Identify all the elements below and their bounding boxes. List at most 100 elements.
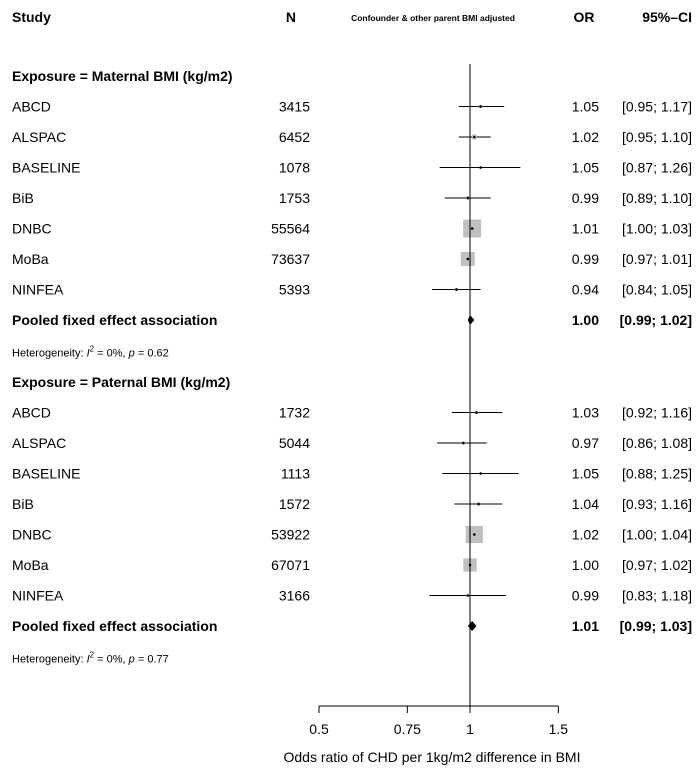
study-name: ABCD bbox=[12, 405, 51, 421]
study-or: 0.94 bbox=[572, 282, 599, 298]
point-estimate bbox=[473, 533, 476, 536]
study-or: 1.01 bbox=[572, 221, 599, 237]
study-name: ALSPAC bbox=[12, 129, 66, 145]
heterogeneity-p: = 0.62 bbox=[135, 348, 169, 360]
study-n: 1078 bbox=[279, 160, 310, 176]
heterogeneity-text: Heterogeneity: I2 = 0%, p = 0.77 bbox=[12, 651, 169, 666]
heterogeneity-superscript: 2 bbox=[90, 345, 95, 354]
pooled-or: 1.00 bbox=[572, 312, 599, 328]
heterogeneity-p-letter: p bbox=[128, 654, 135, 666]
pooled-label: Pooled fixed effect association bbox=[12, 618, 217, 634]
study-or: 1.00 bbox=[572, 557, 599, 573]
point-estimate bbox=[455, 288, 458, 291]
study-ci: [0.97; 1.02] bbox=[622, 557, 692, 573]
x-axis-label: Odds ratio of CHD per 1kg/m2 difference … bbox=[284, 749, 581, 765]
study-or: 1.05 bbox=[572, 99, 599, 115]
header-adjusted: Confounder & other parent BMI adjusted bbox=[351, 13, 515, 23]
heterogeneity-superscript: 2 bbox=[90, 651, 95, 660]
heterogeneity-i-letter: I bbox=[87, 654, 90, 666]
study-or: 1.02 bbox=[572, 129, 599, 145]
forest-table: Exposure = Maternal BMI (kg/m2) ABCD 3415 1… bbox=[12, 68, 692, 666]
study-ci: [0.84; 1.05] bbox=[622, 282, 692, 298]
study-name: MoBa bbox=[12, 251, 49, 267]
pooled-ci: [0.99; 1.02] bbox=[620, 312, 692, 328]
point-estimate bbox=[470, 227, 474, 230]
group-title: Exposure = Maternal BMI (kg/m2) bbox=[12, 68, 233, 84]
study-n: 6452 bbox=[279, 129, 310, 145]
study-n: 1732 bbox=[279, 405, 310, 421]
study-name: BiB bbox=[12, 496, 34, 512]
point-estimate bbox=[475, 411, 478, 414]
study-or: 1.04 bbox=[572, 496, 599, 512]
forest-marks bbox=[429, 64, 521, 706]
heterogeneity-text: Heterogeneity: I2 = 0%, p = 0.62 bbox=[12, 345, 169, 360]
study-n: 73637 bbox=[271, 251, 310, 267]
pooled-ci: [0.99; 1.03] bbox=[620, 618, 692, 634]
study-n: 3415 bbox=[279, 99, 310, 115]
study-name: NINFEA bbox=[12, 282, 64, 298]
x-tick-label: 1.5 bbox=[549, 721, 569, 737]
header-n: N bbox=[286, 9, 296, 25]
x-axis: Odds ratio of CHD per 1kg/m2 difference … bbox=[284, 705, 581, 765]
study-or: 1.05 bbox=[572, 466, 599, 482]
heterogeneity-p: = 0.77 bbox=[135, 654, 169, 666]
point-estimate bbox=[479, 166, 482, 169]
study-ci: [0.87; 1.26] bbox=[622, 160, 692, 176]
heterogeneity-prefix: Heterogeneity: bbox=[12, 348, 87, 360]
header-or: OR bbox=[574, 9, 595, 25]
study-ci: [0.92; 1.16] bbox=[622, 405, 692, 421]
study-name: DNBC bbox=[12, 221, 52, 237]
point-estimate bbox=[462, 441, 465, 445]
study-or: 0.99 bbox=[572, 190, 599, 206]
group-title: Exposure = Paternal BMI (kg/m2) bbox=[12, 374, 230, 390]
point-estimate bbox=[477, 502, 480, 506]
heterogeneity-i2: = 0%, bbox=[94, 654, 129, 666]
study-ci: [0.93; 1.16] bbox=[622, 496, 692, 512]
study-or: 1.05 bbox=[572, 160, 599, 176]
study-or: 0.99 bbox=[572, 588, 599, 604]
pooled-diamond bbox=[467, 621, 477, 631]
study-n: 3166 bbox=[279, 588, 310, 604]
point-estimate bbox=[479, 105, 482, 108]
study-name: BASELINE bbox=[12, 466, 80, 482]
study-n: 53922 bbox=[271, 527, 310, 543]
heterogeneity-p-letter: p bbox=[128, 348, 135, 360]
study-name: DNBC bbox=[12, 527, 52, 543]
point-estimate bbox=[466, 594, 470, 597]
pooled-diamond bbox=[467, 315, 475, 325]
study-n: 5393 bbox=[279, 282, 310, 298]
study-n: 1572 bbox=[279, 496, 310, 512]
heterogeneity-prefix: Heterogeneity: bbox=[12, 654, 87, 666]
study-ci: [0.95; 1.17] bbox=[622, 99, 692, 115]
study-ci: [0.83; 1.18] bbox=[622, 588, 692, 604]
study-ci: [0.89; 1.10] bbox=[622, 190, 692, 206]
header-ci: 95%–CI bbox=[642, 9, 692, 25]
x-tick-label: 0.5 bbox=[309, 721, 329, 737]
table-header: Study N Confounder & other parent BMI ad… bbox=[12, 9, 692, 25]
study-n: 67071 bbox=[271, 557, 310, 573]
study-ci: [0.88; 1.25] bbox=[622, 466, 692, 482]
point-estimate bbox=[466, 257, 470, 261]
point-estimate bbox=[466, 196, 470, 200]
study-or: 0.97 bbox=[572, 435, 599, 451]
point-estimate bbox=[473, 135, 476, 139]
study-name: BiB bbox=[12, 190, 34, 206]
point-estimate bbox=[479, 472, 482, 475]
study-name: MoBa bbox=[12, 557, 49, 573]
header-study: Study bbox=[12, 9, 51, 25]
study-ci: [0.95; 1.10] bbox=[622, 129, 692, 145]
pooled-label: Pooled fixed effect association bbox=[12, 312, 217, 328]
study-ci: [0.97; 1.01] bbox=[622, 251, 692, 267]
study-n: 5044 bbox=[279, 435, 310, 451]
study-or: 0.99 bbox=[572, 251, 599, 267]
study-name: BASELINE bbox=[12, 160, 80, 176]
study-or: 1.03 bbox=[572, 405, 599, 421]
study-name: NINFEA bbox=[12, 588, 64, 604]
study-ci: [1.00; 1.04] bbox=[622, 527, 692, 543]
pooled-or: 1.01 bbox=[572, 618, 599, 634]
study-name: ABCD bbox=[12, 99, 51, 115]
study-ci: [0.86; 1.08] bbox=[622, 435, 692, 451]
study-n: 55564 bbox=[271, 221, 310, 237]
x-tick-label: 0.75 bbox=[394, 721, 421, 737]
